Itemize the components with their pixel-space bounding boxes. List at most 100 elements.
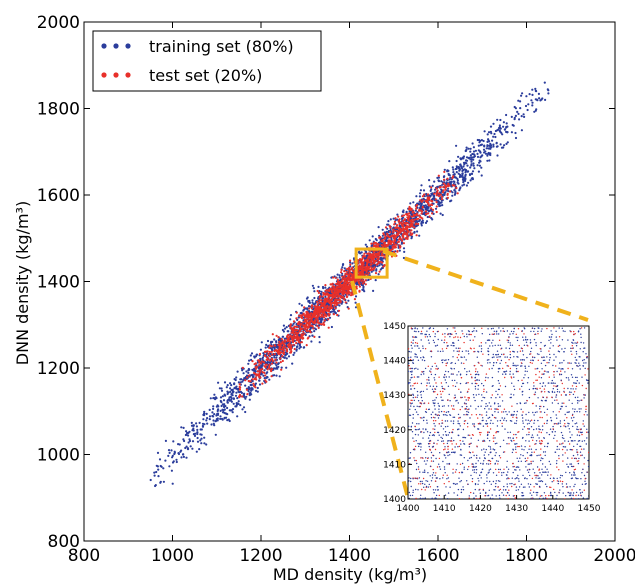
training-point	[275, 340, 278, 343]
training-point	[528, 93, 531, 96]
inset-training-point	[486, 463, 488, 465]
inset-training-point	[410, 405, 412, 407]
test-point	[348, 272, 351, 275]
training-point	[229, 387, 232, 390]
training-point	[374, 279, 377, 282]
test-point	[309, 331, 312, 334]
training-point	[244, 397, 247, 400]
training-point	[298, 347, 301, 350]
training-point	[158, 458, 162, 461]
training-point	[191, 440, 195, 443]
inset-test-point	[573, 391, 576, 393]
test-point	[333, 289, 336, 292]
test-point	[271, 362, 274, 365]
inset-test-point	[588, 451, 589, 454]
training-point	[247, 386, 250, 389]
test-point	[440, 198, 444, 201]
training-point	[473, 167, 476, 170]
inset-training-point	[502, 489, 505, 491]
training-point	[465, 156, 469, 159]
test-point	[421, 199, 424, 202]
inset-training-point	[539, 480, 542, 482]
training-point	[502, 146, 505, 149]
training-point	[219, 396, 223, 399]
test-point	[279, 342, 282, 346]
inset-training-point	[411, 371, 413, 373]
zoom-connector-top	[382, 249, 589, 322]
inset-training-point	[546, 432, 548, 434]
training-point	[451, 194, 454, 197]
inset-training-point	[522, 417, 524, 419]
test-point	[254, 377, 257, 380]
inset-training-point	[453, 416, 456, 418]
inset-training-point	[411, 422, 414, 424]
training-point	[456, 177, 459, 180]
test-point	[435, 205, 438, 208]
training-point	[231, 411, 234, 414]
test-point	[348, 287, 351, 291]
test-point	[327, 312, 330, 315]
training-point	[261, 363, 264, 367]
test-point	[364, 268, 367, 271]
training-point	[157, 468, 160, 471]
training-point	[492, 145, 495, 148]
training-point	[351, 262, 354, 265]
inset-training-point	[483, 457, 486, 459]
training-point	[285, 357, 288, 360]
test-point	[333, 304, 336, 307]
training-point	[474, 149, 477, 152]
test-point	[407, 216, 411, 219]
inset-training-point	[572, 440, 574, 442]
inset-training-point	[572, 454, 575, 457]
inset-training-point	[522, 382, 524, 385]
inset-training-point	[434, 489, 437, 491]
training-point	[375, 268, 378, 271]
inset-training-point	[442, 428, 445, 430]
inset-test-point	[502, 367, 504, 370]
training-point	[182, 455, 185, 458]
training-point	[488, 147, 492, 150]
inset-test-point	[459, 439, 461, 442]
test-point	[334, 276, 337, 279]
inset-training-point	[489, 480, 491, 483]
inset-test-point	[537, 359, 539, 361]
training-point	[220, 387, 223, 390]
training-point	[487, 131, 491, 134]
test-point	[317, 326, 320, 329]
training-point	[440, 180, 443, 183]
training-point	[499, 127, 502, 130]
inset-training-point	[585, 411, 587, 413]
inset-training-point	[462, 428, 465, 431]
inset-test-point	[458, 354, 460, 356]
training-point	[479, 160, 482, 163]
training-point	[233, 387, 236, 390]
training-point	[284, 354, 287, 357]
test-point	[297, 336, 300, 339]
test-point	[318, 306, 321, 309]
training-point	[188, 430, 191, 433]
training-point	[457, 172, 460, 175]
inset-test-point	[564, 498, 566, 499]
inset-test-point	[420, 457, 422, 459]
training-point	[228, 419, 231, 423]
test-point	[418, 209, 421, 212]
test-point	[286, 344, 289, 347]
test-point	[446, 192, 449, 195]
test-point	[370, 257, 373, 260]
training-point	[394, 219, 397, 222]
test-point	[400, 230, 403, 233]
training-point	[472, 158, 475, 161]
test-point	[370, 266, 373, 269]
inset-training-point	[455, 400, 457, 402]
training-point	[368, 239, 371, 242]
test-point	[316, 303, 319, 306]
training-point	[419, 189, 422, 192]
training-point	[456, 179, 459, 182]
inset-training-point	[491, 376, 494, 379]
training-point	[260, 341, 263, 344]
inset-test-point	[492, 440, 495, 442]
training-point	[525, 95, 528, 98]
inset-training-point	[493, 330, 495, 332]
training-point	[186, 448, 190, 451]
inset-training-point	[412, 342, 414, 344]
